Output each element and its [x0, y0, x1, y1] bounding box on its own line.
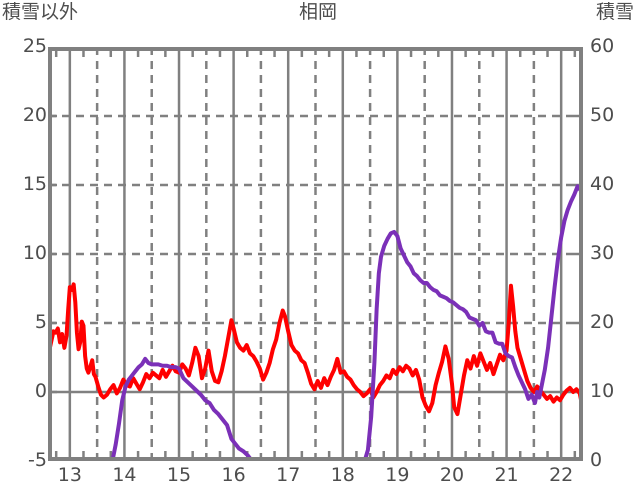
y-axis-right-tick-label: 30 [590, 242, 615, 264]
data-series [48, 183, 583, 461]
y-axis-left-tick-label: 15 [22, 173, 47, 195]
x-axis-tick-label: 15 [166, 464, 192, 486]
x-axis-tick-label: 16 [221, 464, 246, 486]
right-axis-unit-label: 積雪 [595, 1, 634, 23]
x-axis-tick-label: 17 [276, 464, 301, 486]
x-axis-tick-label: 14 [112, 464, 137, 486]
y-axis-left-tick-label: 10 [22, 242, 47, 264]
x-axis-tick-label: 22 [549, 464, 574, 486]
y-axis-right-tick-label: 60 [590, 35, 615, 57]
series-line [48, 183, 583, 461]
left-axis-unit-label: 積雪以外 [2, 1, 79, 23]
y-axis-left-tick-label: 5 [34, 311, 47, 333]
page-title: 相岡 [298, 1, 337, 23]
x-axis-tick-label: 21 [494, 464, 519, 486]
series-line [48, 282, 583, 417]
y-axis-left-tick-label: -5 [28, 449, 47, 471]
x-axis-tick-label: 20 [439, 464, 465, 486]
y-axis-right-tick-label: 0 [590, 449, 603, 471]
y-axis-right-tick-label: 10 [590, 380, 615, 402]
plot-area [48, 47, 583, 461]
y-axis-left-tick-label: 25 [22, 35, 47, 57]
x-axis-tick-label: 18 [330, 464, 355, 486]
y-axis-left-tick-label: 0 [34, 380, 47, 402]
y-axis-right-tick-label: 40 [590, 173, 615, 195]
y-axis-right-tick-label: 20 [590, 311, 615, 333]
y-axis-left-tick-label: 20 [22, 104, 47, 126]
x-axis-tick-label: 13 [57, 464, 82, 486]
x-axis-tick-label: 19 [385, 464, 410, 486]
y-axis-right-tick-label: 50 [590, 104, 615, 126]
gridlines [48, 47, 583, 461]
